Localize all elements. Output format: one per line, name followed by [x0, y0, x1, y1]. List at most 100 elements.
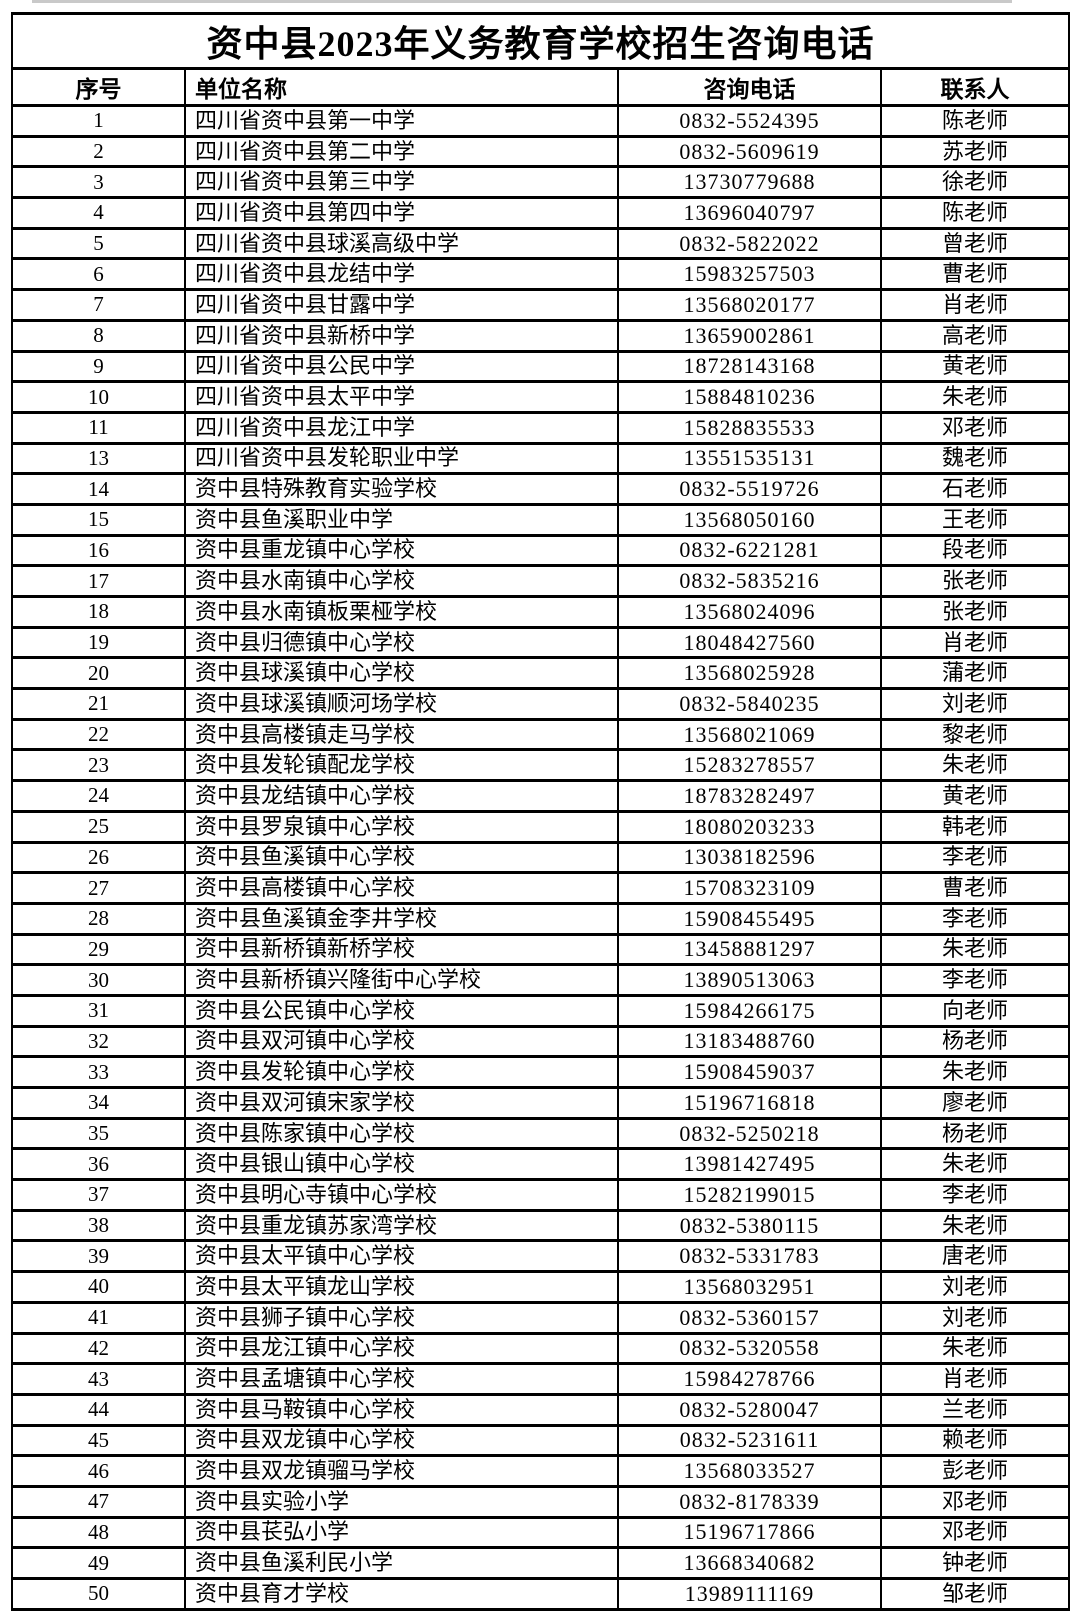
row-number: 8 [11, 318, 186, 353]
table-row: 21 资中县球溪镇顺河场学校 0832-5840235 刘老师 [11, 687, 1071, 721]
table-row: 36 资中县银山镇中心学校 13981427495 朱老师 [11, 1147, 1071, 1182]
school-name: 资中县太平镇龙山学校 [184, 1270, 619, 1304]
phone-number: 15908455495 [617, 901, 882, 936]
school-name: 四川省资中县公民中学 [184, 349, 619, 384]
row-number: 40 [11, 1270, 186, 1304]
table-row: 27 资中县高楼镇中心学校 15708323109 曹老师 [11, 871, 1071, 905]
contact-person: 肖老师 [879, 625, 1071, 660]
contact-person: 廖老师 [879, 1086, 1071, 1120]
row-number: 19 [11, 625, 186, 660]
table-head: 资中县2023年义务教育学校招生咨询电话 序号 单位名称 咨询电话 联系人 [10, 12, 1071, 107]
row-number: 43 [11, 1362, 186, 1396]
phone-number: 15708323109 [617, 871, 882, 905]
page-title: 资中县2023年义务教育学校招生咨询电话 [10, 12, 1071, 70]
row-number: 22 [11, 717, 186, 752]
school-name: 资中县狮子镇中心学校 [184, 1300, 619, 1335]
phone-number: 15828835533 [617, 410, 882, 445]
table-row: 4 四川省资中县第四中学 13696040797 陈老师 [11, 196, 1071, 230]
contact-person: 王老师 [879, 502, 1071, 537]
table-row: 9 四川省资中县公民中学 18728143168 黄老师 [11, 349, 1071, 384]
phone-number: 0832-8178339 [617, 1484, 882, 1519]
row-number: 26 [11, 840, 186, 875]
table-row: 15 资中县鱼溪职业中学 13568050160 王老师 [11, 502, 1071, 537]
contact-person: 李老师 [879, 1178, 1071, 1212]
contact-person: 彭老师 [879, 1454, 1071, 1488]
phone-number: 0832-5231611 [617, 1423, 882, 1458]
table-row: 29 资中县新桥镇新桥学校 13458881297 朱老师 [11, 932, 1071, 967]
col-header-index: 序号 [11, 67, 186, 107]
contact-person: 邓老师 [879, 1484, 1071, 1519]
phone-number: 0832-5524395 [617, 104, 882, 138]
contact-person: 苏老师 [879, 134, 1071, 169]
table-row: 1 四川省资中县第一中学 0832-5524395 陈老师 [11, 104, 1071, 138]
contact-person: 朱老师 [879, 1055, 1071, 1089]
row-number: 10 [11, 380, 186, 414]
col-header-phone: 咨询电话 [617, 67, 882, 107]
school-name: 资中县重龙镇中心学校 [184, 533, 619, 568]
row-number: 9 [11, 349, 186, 384]
row-number: 41 [11, 1300, 186, 1335]
phone-number: 0832-5380115 [617, 1208, 882, 1243]
contact-person: 向老师 [879, 993, 1071, 1028]
contact-person: 曾老师 [879, 226, 1071, 261]
school-name: 资中县发轮镇配龙学校 [184, 748, 619, 783]
phone-number: 0832-5250218 [617, 1116, 882, 1151]
table-row: 7 四川省资中县甘露中学 13568020177 肖老师 [11, 288, 1071, 322]
contact-person: 邓老师 [879, 410, 1071, 445]
row-number: 50 [11, 1577, 186, 1611]
school-name: 资中县球溪镇顺河场学校 [184, 687, 619, 721]
school-name: 四川省资中县龙江中学 [184, 410, 619, 445]
table-row: 41 资中县狮子镇中心学校 0832-5360157 刘老师 [11, 1300, 1071, 1335]
contact-person: 唐老师 [879, 1239, 1071, 1274]
contact-person: 石老师 [879, 472, 1071, 506]
school-name: 资中县罗泉镇中心学校 [184, 809, 619, 844]
table-row: 3 四川省资中县第三中学 13730779688 徐老师 [11, 165, 1071, 200]
school-name: 资中县公民镇中心学校 [184, 993, 619, 1028]
contact-person: 刘老师 [879, 1270, 1071, 1304]
school-name: 资中县鱼溪镇金李井学校 [184, 901, 619, 936]
table-row: 13 四川省资中县发轮职业中学 13551535131 魏老师 [11, 441, 1071, 476]
row-number: 16 [11, 533, 186, 568]
school-name: 资中县陈家镇中心学校 [184, 1116, 619, 1151]
contact-person: 邹老师 [879, 1577, 1071, 1611]
school-name: 资中县水南镇中心学校 [184, 564, 619, 598]
contact-person: 杨老师 [879, 1116, 1071, 1151]
contact-person: 朱老师 [879, 932, 1071, 967]
row-number: 13 [11, 441, 186, 476]
contact-person: 徐老师 [879, 165, 1071, 200]
row-number: 49 [11, 1546, 186, 1580]
table-row: 10 四川省资中县太平中学 15884810236 朱老师 [11, 380, 1071, 414]
contact-person: 魏老师 [879, 441, 1071, 476]
table-row: 30 资中县新桥镇兴隆街中心学校 13890513063 李老师 [11, 963, 1071, 997]
phone-number: 18728143168 [617, 349, 882, 384]
contact-person: 杨老师 [879, 1024, 1071, 1059]
school-name: 资中县双龙镇骝马学校 [184, 1454, 619, 1488]
phone-number: 15283278557 [617, 748, 882, 783]
row-number: 20 [11, 656, 186, 691]
school-name: 四川省资中县第四中学 [184, 196, 619, 230]
row-number: 27 [11, 871, 186, 905]
row-number: 39 [11, 1239, 186, 1274]
contact-person: 李老师 [879, 901, 1071, 936]
phone-number: 15983257503 [617, 257, 882, 292]
school-name: 资中县双河镇宋家学校 [184, 1086, 619, 1120]
contact-person: 兰老师 [879, 1392, 1071, 1427]
table-row: 18 资中县水南镇板栗桠学校 13568024096 张老师 [11, 595, 1071, 629]
phone-number: 15984266175 [617, 993, 882, 1028]
school-name: 资中县鱼溪镇中心学校 [184, 840, 619, 875]
school-name: 资中县归德镇中心学校 [184, 625, 619, 660]
school-name: 资中县太平镇中心学校 [184, 1239, 619, 1274]
school-name: 四川省资中县太平中学 [184, 380, 619, 414]
col-header-contact: 联系人 [879, 67, 1071, 107]
row-number: 11 [11, 410, 186, 445]
table-row: 48 资中县苌弘小学 15196717866 邓老师 [11, 1515, 1071, 1550]
row-number: 48 [11, 1515, 186, 1550]
contact-person: 朱老师 [879, 748, 1071, 783]
table-row: 40 资中县太平镇龙山学校 13568032951 刘老师 [11, 1270, 1071, 1304]
contact-person: 朱老师 [879, 380, 1071, 414]
phone-number: 0832-5280047 [617, 1392, 882, 1427]
table-row: 38 资中县重龙镇苏家湾学校 0832-5380115 朱老师 [11, 1208, 1071, 1243]
phone-number: 18048427560 [617, 625, 882, 660]
phone-number: 13183488760 [617, 1024, 882, 1059]
